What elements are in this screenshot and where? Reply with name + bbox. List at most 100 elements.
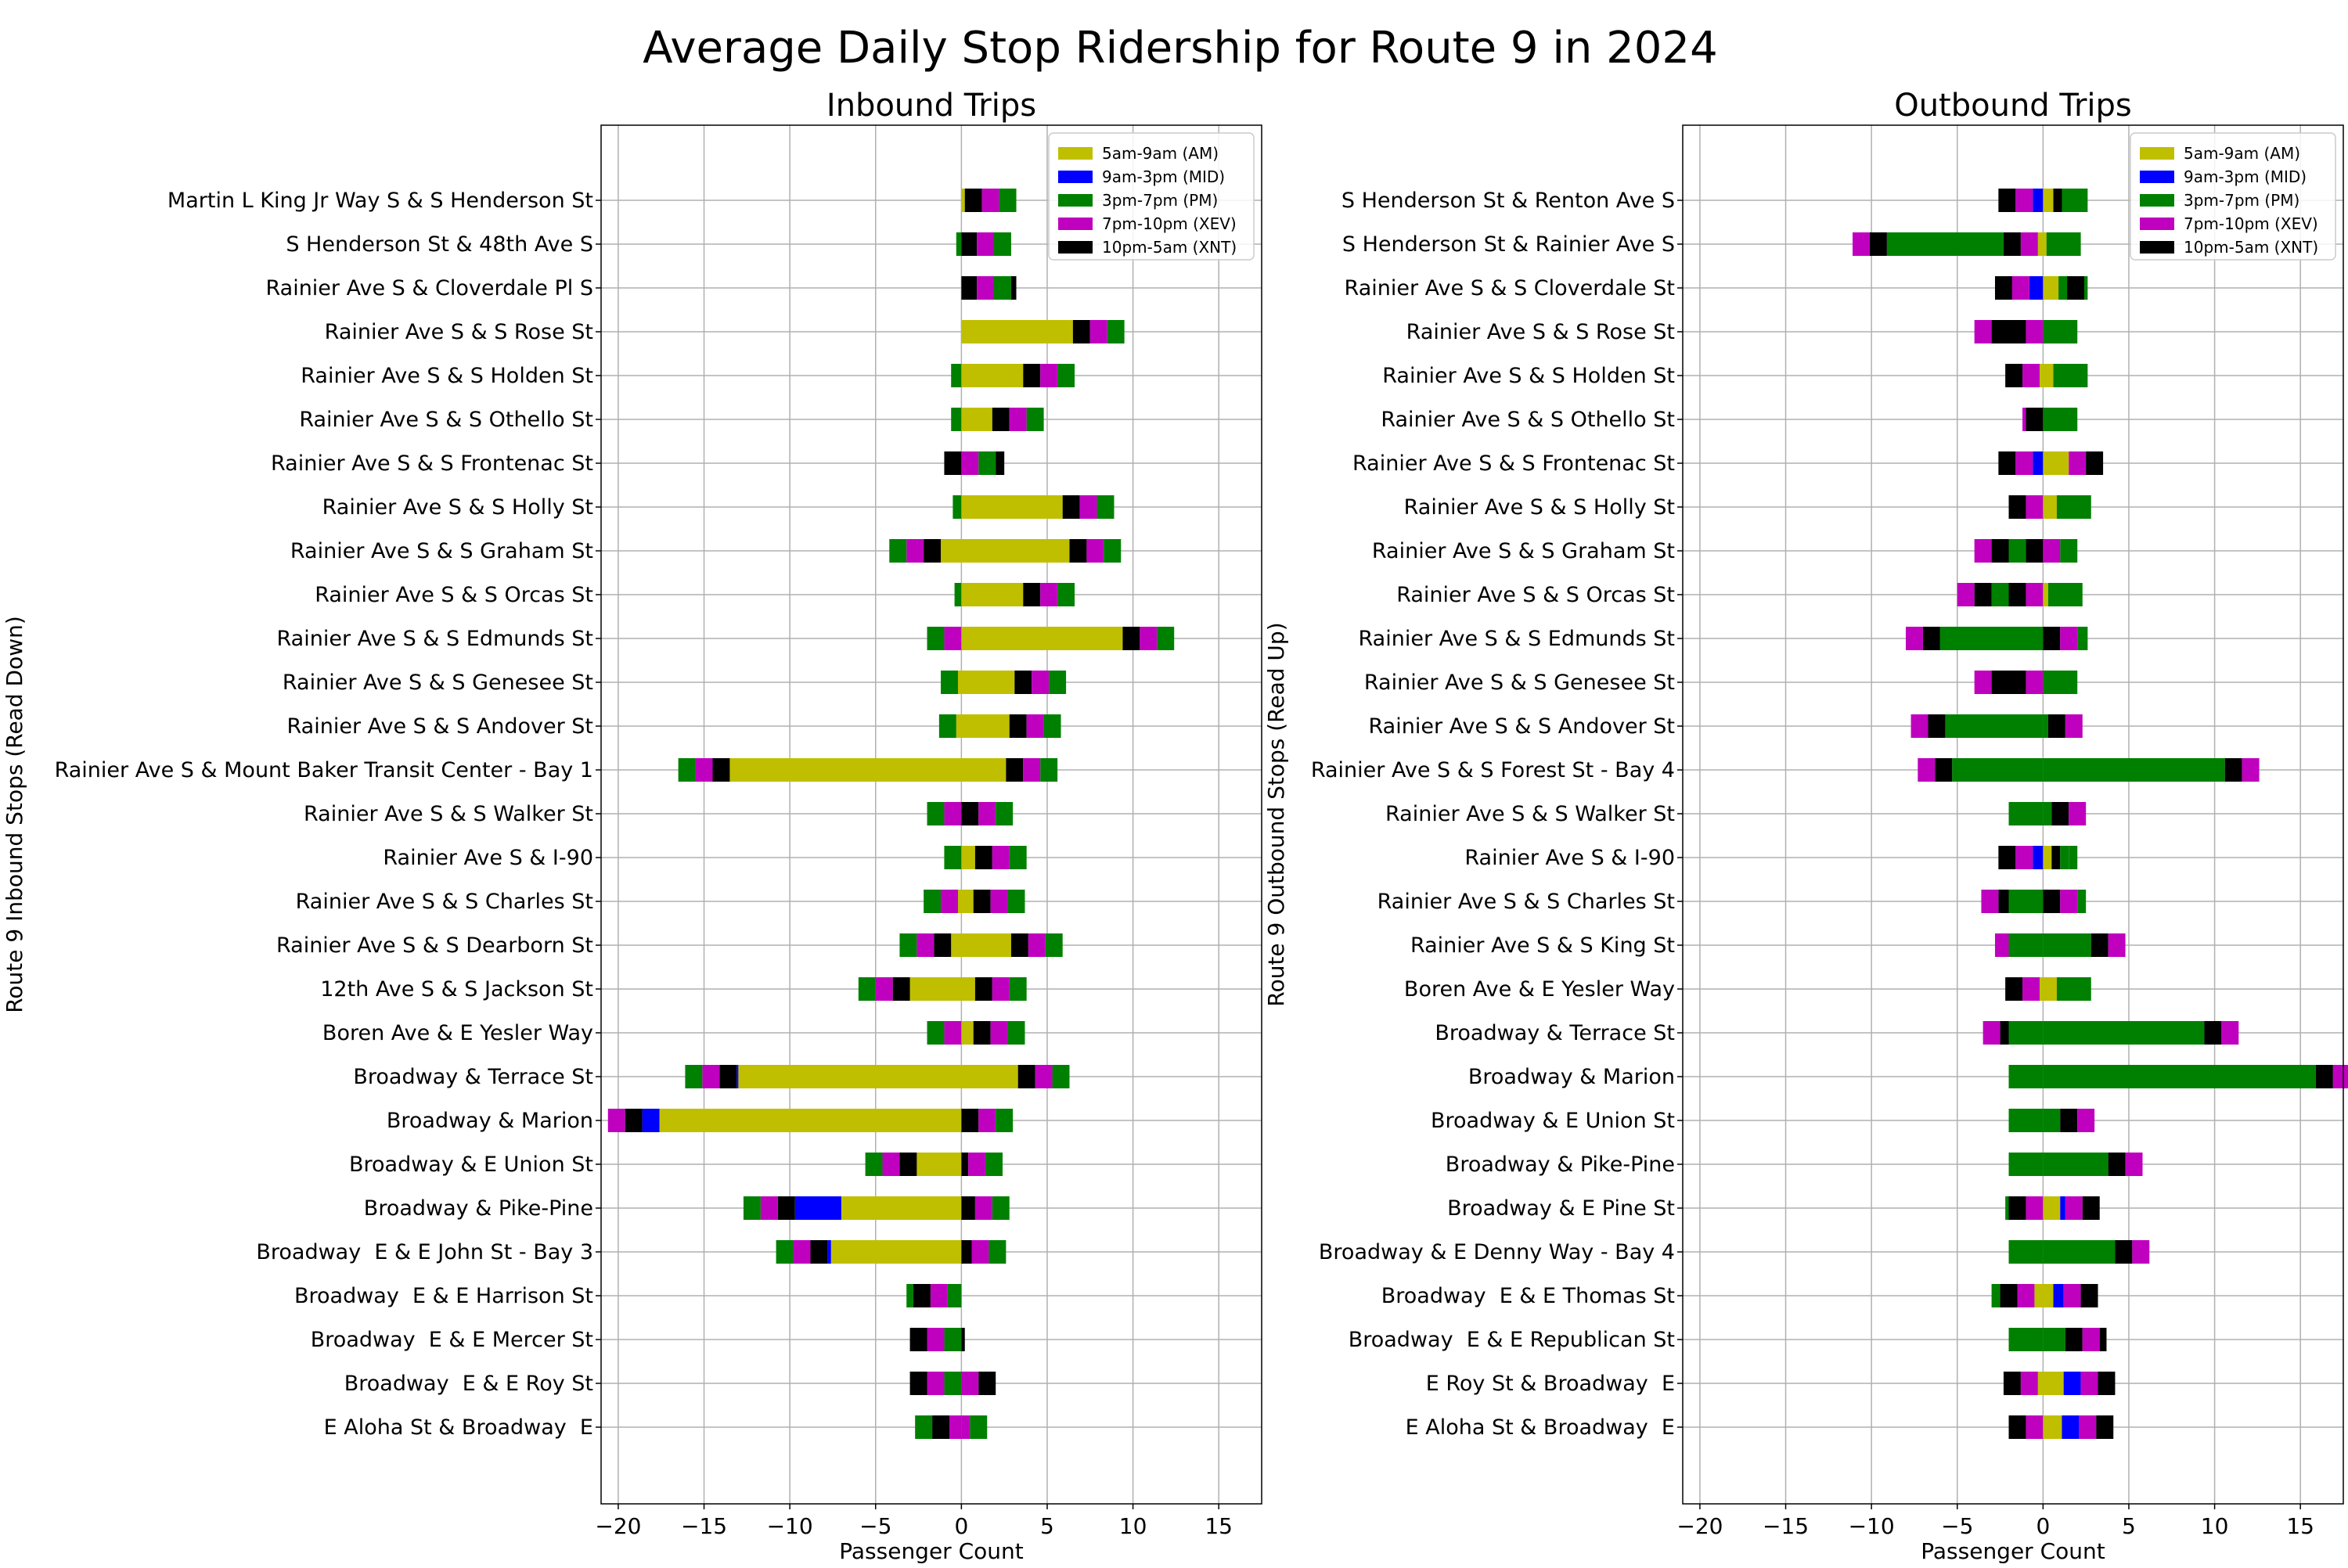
bar-segment-xnt [2043,627,2061,650]
bar-segment-xev [2026,1415,2044,1439]
bar-segment-pm [1107,320,1125,343]
x-tick-label: −15 [681,1513,727,1539]
stop-label: Rainier Ave S & S Walker St [304,802,593,826]
bar-segment-xnt [2065,1328,2083,1351]
stop-label: Broadway & Marion [1468,1065,1675,1089]
bar-segment-pm [989,1240,1007,1264]
stop-label: Rainier Ave S & S Holden St [1382,364,1675,388]
bar-segment-am [956,714,962,738]
bar-segment-xev [992,846,1010,869]
bar-segment-xnt [996,451,1005,475]
bar-segment-xev [978,1109,996,1132]
stop-label: Broadway & E Pine St [1447,1196,1675,1221]
stop-label: Broadway E & E Roy St [344,1372,593,1396]
bar-segment-xev [2108,933,2126,957]
bar-segment-pm [2062,189,2088,212]
legend-label: 9am-3pm (MID) [1102,167,1225,186]
bar-segment-pm [2077,627,2088,650]
bar-segment-xnt [2008,583,2026,606]
stop-label: Broadway & Pike-Pine [364,1196,593,1221]
bar-segment-xnt [973,890,991,913]
stop-label: Broadway E & E John St - Bay 3 [256,1240,593,1264]
stop-label: Rainier Ave S & S Holly St [322,495,593,520]
stop-label: Rainier Ave S & S Rose St [1406,320,1675,344]
bar-segment-am [830,1240,962,1264]
bar-segment-xev [1910,714,1928,738]
x-tick-label: 15 [2286,1513,2314,1539]
bar-segment-xnt [1062,495,1080,519]
y-axis-label: Route 9 Inbound Stops (Read Down) [2,616,27,1013]
stop-label: Rainier Ave S & I-90 [1464,846,1675,870]
stop-label: Rainier Ave S & S Orcas St [1396,583,1675,607]
bar-segment-am [841,1196,962,1220]
bar-segment-xev [974,1196,992,1220]
bar-segment-pm [994,232,1011,256]
bar-segment-xnt [934,933,952,957]
bar-segment-pm [1945,714,2044,738]
bar-segment-xnt [2098,1372,2116,1395]
legend-label: 5am-9am (AM) [1102,144,1219,163]
bar-segment-xnt [2096,1415,2114,1439]
bar-segment-xnt [2003,1372,2021,1395]
legend: 5am-9am (AM) 9am-3pm (MID) 3pm-7pm (PM) 7pm… [1048,132,1255,261]
stop-label: Rainier Ave S & S Holly St [1404,495,1675,520]
bar-segment-pm [953,495,962,519]
bar-segment-xev [2026,320,2044,343]
bar-segment-xnt [1998,846,2016,869]
bar-segment-am [961,539,1070,563]
bar-segment-xnt [961,1153,969,1176]
bar-segment-pm [1045,933,1063,957]
bar-segment-pm [2008,890,2044,913]
bar-segment-xev [1035,1065,1053,1088]
bar-segment-pm [985,1153,1003,1176]
stop-label: Boren Ave & E Yesler Way [1404,977,1675,1002]
stop-label: Rainier Ave S & S Andover St [287,714,594,739]
bar-segment-am [2034,1284,2044,1307]
bar-segment-xnt [1994,276,2012,300]
bar-segment-am [2043,1372,2064,1395]
bar-segment-xev [2063,1284,2081,1307]
stop-label: Rainier Ave S & S Holden St [301,364,593,388]
x-tick-label: −20 [1676,1513,1723,1539]
bar-segment-xnt [961,1240,972,1264]
bar-segment-xev [1974,539,1992,563]
figure-title: Average Daily Stop Ridership for Route 9… [643,23,1717,74]
bar-segment-xev [1040,364,1058,387]
stop-label: E Roy St & Broadway E [1426,1372,1675,1396]
bar-segment-xnt [961,1328,965,1351]
bar-segment-pm [685,1065,703,1088]
bar-segment-pm [906,1284,913,1307]
bar-segment-xev [1086,539,1104,563]
legend-label: 9am-3pm (MID) [2184,167,2307,186]
bar-segment-pm [2053,364,2088,387]
bar-segment-pm [996,802,1014,825]
bar-segment-xev [760,1196,778,1220]
bar-segment-xnt [2060,1109,2078,1132]
legend-box [1048,132,1255,261]
bar-segment-xnt [1006,758,1024,782]
bar-segment-pm [2058,276,2068,300]
bar-segment-xev [793,1240,811,1264]
bar-segment-pm [956,232,962,256]
bar-segment-pm [970,1415,988,1439]
legend-swatch-xev [2140,218,2174,230]
bar-segment-xnt [1998,189,2016,212]
bar-segment-xnt [913,1284,931,1307]
bar-segment-xnt [964,189,982,212]
bar-segment-mid [2033,451,2044,475]
bar-segment-xev [2026,495,2044,519]
bar-segment-xnt [2315,1065,2333,1088]
stop-label: Martin L King Jr Way S & S Henderson St [167,189,593,213]
bar-segment-xev [1026,714,1044,738]
bar-segment-pm [1009,977,1027,1001]
bar-segment-am [2043,846,2052,869]
bar-segment-mid [2063,1372,2081,1395]
bar-segment-pm [743,1196,761,1220]
bar-segment-xev [2221,1021,2239,1045]
bar-segment-pm [2043,1109,2061,1132]
x-tick-label: 0 [2036,1513,2050,1539]
bar-segment-xev [944,627,962,650]
stop-label: Rainier Ave S & S Othello St [1381,408,1675,432]
bar-segment-xnt [1935,758,1953,782]
bar-segment-am [2039,977,2044,1001]
